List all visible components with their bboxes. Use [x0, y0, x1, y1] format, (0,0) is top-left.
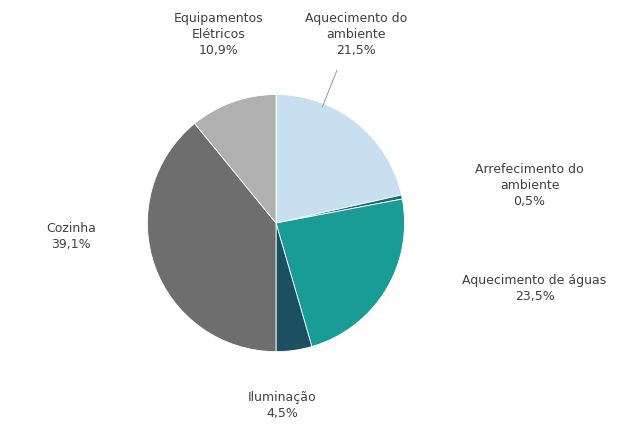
Text: Equipamentos
Elétricos
10,9%: Equipamentos Elétricos 10,9% — [174, 12, 263, 57]
Wedge shape — [276, 95, 402, 223]
Wedge shape — [276, 223, 312, 352]
Wedge shape — [276, 200, 405, 347]
Text: Cozinha
39,1%: Cozinha 39,1% — [46, 222, 96, 251]
Wedge shape — [276, 196, 402, 223]
Text: Aquecimento de águas
23,5%: Aquecimento de águas 23,5% — [463, 273, 607, 302]
Text: Arrefecimento do
ambiente
0,5%: Arrefecimento do ambiente 0,5% — [476, 162, 584, 208]
Wedge shape — [148, 124, 276, 352]
Text: Aquecimento do
ambiente
21,5%: Aquecimento do ambiente 21,5% — [304, 12, 407, 57]
Wedge shape — [195, 95, 276, 223]
Text: Iluminação
4,5%: Iluminação 4,5% — [248, 390, 317, 419]
